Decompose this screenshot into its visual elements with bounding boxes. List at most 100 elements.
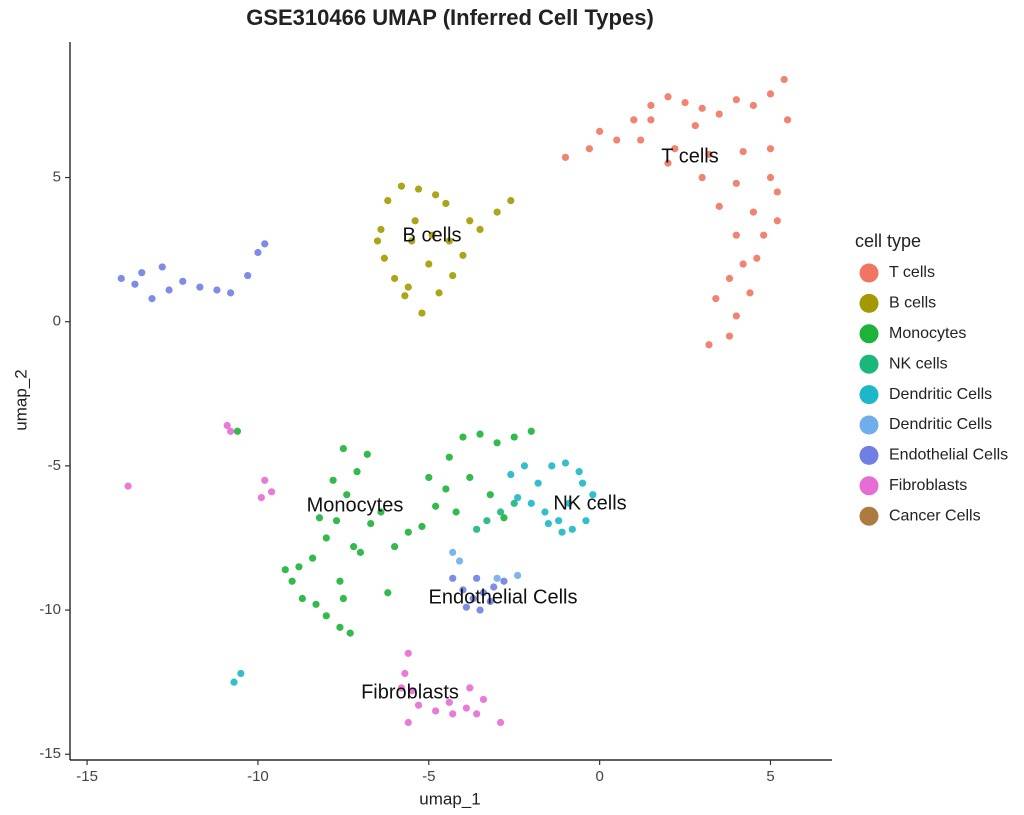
point — [404, 649, 412, 657]
point — [377, 508, 385, 516]
cluster-label: Fibroblasts — [361, 681, 459, 703]
x-tick-label: -15 — [76, 768, 98, 785]
point — [507, 196, 515, 205]
point — [541, 508, 549, 516]
point — [473, 525, 481, 533]
point — [329, 476, 337, 484]
point — [411, 217, 419, 225]
point — [466, 473, 474, 482]
point — [322, 612, 330, 620]
point — [568, 525, 576, 533]
point — [117, 274, 125, 283]
point — [493, 574, 501, 582]
point — [346, 629, 354, 637]
point — [414, 701, 423, 709]
cluster-label: Monocytes — [307, 494, 404, 516]
point — [479, 695, 488, 704]
point — [469, 594, 477, 603]
point — [244, 271, 252, 280]
point — [418, 309, 426, 317]
point — [288, 577, 296, 585]
point — [309, 554, 317, 562]
point — [408, 687, 416, 695]
point — [510, 499, 518, 507]
point — [510, 433, 518, 441]
point — [462, 603, 470, 611]
point — [746, 289, 754, 297]
point — [356, 548, 365, 556]
point — [647, 101, 655, 110]
legend-swatch — [859, 385, 879, 405]
point — [459, 586, 467, 594]
chart-title: GSE310466 UMAP (Inferred Cell Types) — [246, 5, 654, 30]
point — [548, 462, 556, 470]
point — [391, 274, 399, 283]
x-tick-label: 0 — [595, 768, 603, 785]
point — [442, 199, 450, 208]
point — [298, 594, 306, 603]
legend-swatch — [859, 415, 879, 435]
point — [373, 237, 382, 245]
point — [449, 574, 457, 582]
y-tick-label: -15 — [39, 745, 61, 762]
x-axis-title: umap_1 — [419, 789, 480, 808]
point — [257, 493, 265, 502]
y-axis-title: umap_2 — [11, 369, 30, 430]
point — [179, 277, 187, 285]
point — [233, 427, 242, 435]
point — [496, 718, 505, 727]
point — [165, 286, 173, 294]
point — [732, 312, 740, 320]
point — [227, 427, 235, 435]
point — [449, 271, 457, 280]
point — [158, 263, 166, 271]
point — [353, 468, 361, 476]
point — [435, 289, 443, 297]
point — [466, 217, 474, 225]
point — [254, 248, 262, 257]
point — [520, 462, 529, 470]
point — [404, 528, 412, 536]
point — [332, 517, 341, 525]
point — [647, 116, 655, 124]
legend-label: Dendritic Cells — [889, 386, 992, 403]
point — [565, 499, 573, 507]
point — [596, 127, 604, 135]
point — [753, 254, 761, 262]
point — [452, 508, 460, 516]
legend-swatch — [859, 445, 879, 465]
point — [432, 191, 440, 199]
y-tick-label: -5 — [48, 457, 61, 474]
point — [455, 557, 464, 565]
cluster-label: T cells — [661, 145, 718, 167]
point — [681, 98, 689, 107]
point — [384, 196, 392, 205]
point — [739, 147, 747, 156]
point — [749, 101, 758, 110]
point — [380, 254, 388, 262]
point — [479, 589, 488, 597]
legend-swatch — [859, 506, 879, 526]
point — [432, 502, 440, 510]
point — [425, 473, 433, 482]
point — [514, 571, 522, 580]
point — [783, 116, 792, 124]
point — [131, 280, 139, 288]
legend-label: Cancer Cells — [889, 507, 981, 524]
point — [425, 260, 433, 268]
point — [486, 491, 494, 499]
point — [766, 90, 775, 98]
point — [476, 225, 484, 234]
point — [476, 606, 484, 614]
legend-swatch — [859, 324, 879, 344]
point — [705, 341, 713, 349]
point — [261, 240, 269, 248]
point — [404, 283, 412, 291]
point — [630, 116, 638, 124]
point — [363, 450, 371, 458]
point — [459, 433, 467, 441]
point — [664, 93, 672, 101]
point — [544, 519, 552, 528]
point — [493, 208, 501, 216]
